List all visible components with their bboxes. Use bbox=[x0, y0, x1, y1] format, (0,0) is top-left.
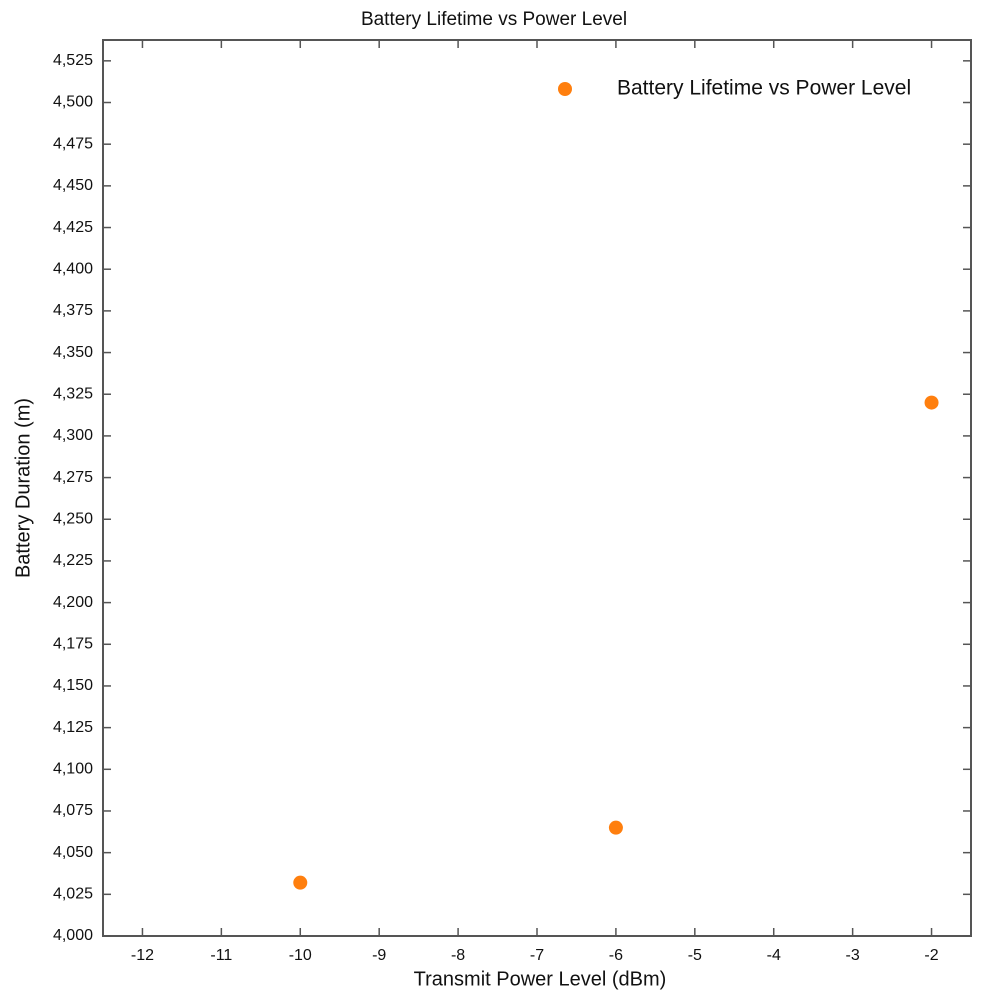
y-tick-label: 4,525 bbox=[53, 52, 93, 69]
y-axis-title: Battery Duration (m) bbox=[12, 398, 34, 578]
y-tick-label: 4,075 bbox=[53, 802, 93, 819]
chart-title: Battery Lifetime vs Power Level bbox=[361, 9, 627, 30]
y-tick-label: 4,200 bbox=[53, 594, 93, 611]
legend-label: Battery Lifetime vs Power Level bbox=[617, 77, 911, 100]
x-tick-label: -6 bbox=[609, 947, 623, 964]
y-tick-label: 4,500 bbox=[53, 94, 93, 111]
y-tick-label: 4,275 bbox=[53, 469, 93, 486]
x-tick-label: -9 bbox=[372, 947, 386, 964]
y-tick-label: 4,300 bbox=[53, 427, 93, 444]
point bbox=[293, 875, 308, 890]
x-axis-title: Transmit Power Level (dBm) bbox=[414, 968, 667, 990]
x-tick-label: -8 bbox=[451, 947, 465, 964]
x-tick-label: -12 bbox=[131, 947, 154, 964]
legend-marker bbox=[558, 82, 572, 96]
plot-frame bbox=[102, 39, 972, 937]
y-tick-label: 4,175 bbox=[53, 635, 93, 652]
y-tick-label: 4,475 bbox=[53, 135, 93, 152]
y-tick-label: 4,325 bbox=[53, 385, 93, 402]
y-tick-label: 4,150 bbox=[53, 677, 93, 694]
x-tick-label: -4 bbox=[767, 947, 781, 964]
y-tick-label: 4,375 bbox=[53, 302, 93, 319]
y-tick-label: 4,400 bbox=[53, 260, 93, 277]
x-tick-label: -10 bbox=[289, 947, 312, 964]
y-tick-label: 4,225 bbox=[53, 552, 93, 569]
y-tick-label: 4,350 bbox=[53, 344, 93, 361]
y-tick-label: 4,250 bbox=[53, 510, 93, 527]
y-tick-label: 4,100 bbox=[53, 761, 93, 778]
point bbox=[924, 395, 939, 410]
y-tick-label: 4,050 bbox=[53, 844, 93, 861]
y-tick-label: 4,025 bbox=[53, 886, 93, 903]
x-tick-label: -3 bbox=[846, 947, 860, 964]
y-tick-label: 4,125 bbox=[53, 719, 93, 736]
y-tick-label: 4,450 bbox=[53, 177, 93, 194]
y-tick-label: 4,000 bbox=[53, 927, 93, 944]
y-tick-label: 4,425 bbox=[53, 219, 93, 236]
x-tick-label: -7 bbox=[530, 947, 544, 964]
x-tick-label: -5 bbox=[688, 947, 702, 964]
x-tick-label: -2 bbox=[924, 947, 938, 964]
x-tick-label: -11 bbox=[210, 947, 232, 964]
point bbox=[608, 820, 623, 835]
